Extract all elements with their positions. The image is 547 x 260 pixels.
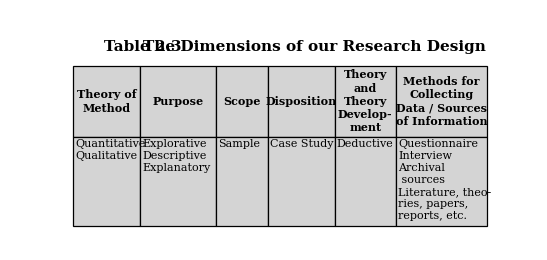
Text: Disposition: Disposition bbox=[266, 96, 337, 107]
Text: The Dimensions of our Research Design: The Dimensions of our Research Design bbox=[143, 40, 486, 54]
Text: Scope: Scope bbox=[224, 96, 261, 107]
Text: Deductive: Deductive bbox=[336, 139, 393, 149]
Text: Theory of
Method: Theory of Method bbox=[77, 89, 136, 114]
Bar bbox=[396, 137, 487, 226]
Text: Sample: Sample bbox=[218, 139, 260, 149]
Bar bbox=[268, 66, 335, 137]
Bar bbox=[268, 137, 335, 226]
Bar bbox=[335, 137, 396, 226]
Text: Quantitative
Qualitative: Quantitative Qualitative bbox=[75, 139, 146, 161]
Text: Theory
and
Theory
Develop-
ment: Theory and Theory Develop- ment bbox=[338, 69, 393, 133]
Bar bbox=[396, 66, 487, 137]
Text: Explorative
Descriptive
Explanatory: Explorative Descriptive Explanatory bbox=[142, 139, 211, 173]
Bar bbox=[140, 66, 216, 137]
Bar bbox=[335, 66, 396, 137]
Text: Questionnaire
Interview
Archival
 sources
Literature, theo-
ries, papers,
report: Questionnaire Interview Archival sources… bbox=[398, 139, 491, 221]
Bar bbox=[216, 66, 268, 137]
Text: Table 2.3: Table 2.3 bbox=[104, 40, 181, 54]
Bar bbox=[73, 66, 140, 137]
Text: Case Study: Case Study bbox=[270, 139, 334, 149]
Bar bbox=[73, 137, 140, 226]
Text: Methods for
Collecting
Data / Sources
of Information: Methods for Collecting Data / Sources of… bbox=[396, 76, 487, 127]
Bar bbox=[140, 137, 216, 226]
Text: Purpose: Purpose bbox=[153, 96, 203, 107]
Bar bbox=[216, 137, 268, 226]
